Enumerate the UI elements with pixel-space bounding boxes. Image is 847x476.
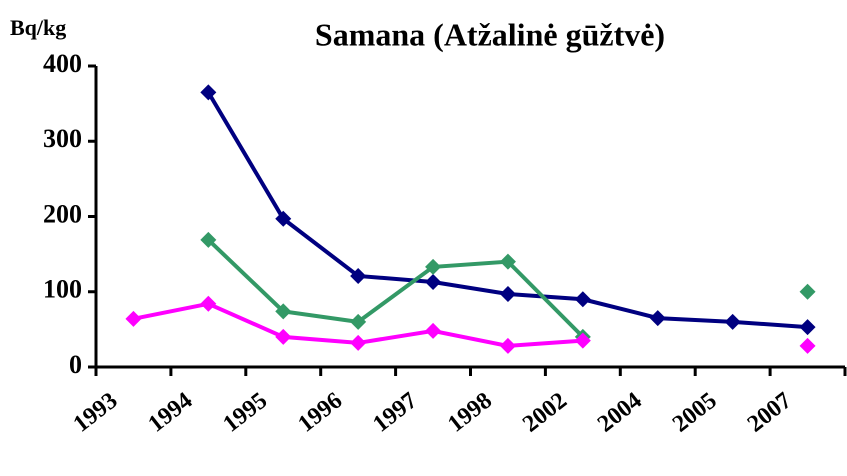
marker — [574, 291, 591, 308]
marker — [499, 253, 516, 270]
x-tick-label: 2007 — [743, 388, 797, 438]
marker — [425, 322, 442, 339]
marker — [574, 332, 591, 349]
x-tick-label: 1995 — [218, 388, 272, 438]
marker — [499, 337, 516, 354]
chart-title: Samana (Atžalinė gūžtvė) — [315, 16, 665, 52]
x-tick-label: 2002 — [518, 388, 572, 438]
marker — [649, 310, 666, 327]
marker — [200, 295, 217, 312]
marker — [425, 273, 442, 290]
marker — [350, 313, 367, 330]
y-tick-label: 100 — [43, 275, 82, 304]
x-tick-label: 2005 — [668, 388, 722, 438]
y-tick-label: 300 — [43, 124, 82, 153]
marker — [200, 231, 217, 248]
marker — [724, 313, 741, 330]
marker — [799, 319, 816, 336]
series-line — [206, 238, 585, 339]
y-tick-label: 0 — [69, 350, 82, 379]
marker — [799, 283, 816, 300]
marker — [125, 310, 142, 327]
x-tick-label: 1993 — [69, 388, 123, 438]
y-axis-label: Bq/kg — [10, 15, 66, 40]
x-tick-label: 1997 — [368, 388, 422, 438]
y-tick-label: 400 — [43, 49, 82, 78]
marker — [799, 337, 816, 354]
marker — [350, 267, 367, 284]
marker — [275, 328, 292, 345]
x-tick-label: 1994 — [144, 388, 198, 438]
marker — [200, 84, 217, 101]
marker — [425, 258, 442, 275]
x-tick-label: 1996 — [293, 388, 347, 438]
y-tick-label: 200 — [43, 199, 82, 228]
x-tick-label: 2004 — [593, 388, 647, 438]
marker — [275, 303, 292, 320]
x-tick-label: 1998 — [443, 388, 497, 438]
marker — [275, 210, 292, 227]
marker — [499, 286, 516, 303]
marker — [350, 334, 367, 351]
